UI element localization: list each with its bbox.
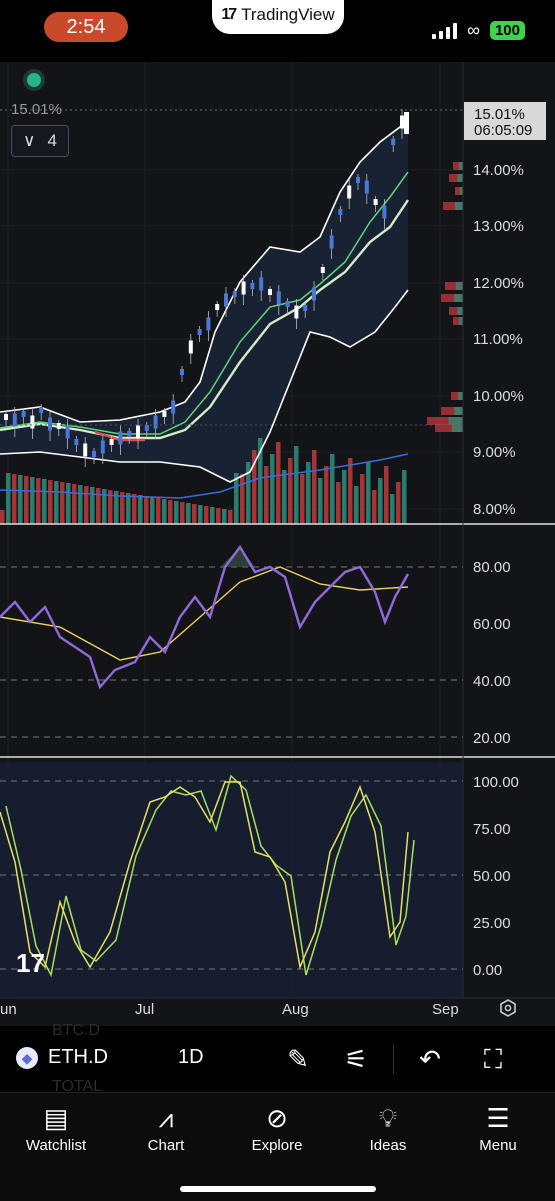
stoch-panel-band [0, 762, 463, 998]
time-axis-label: Sep [432, 1001, 459, 1018]
drawing-tool-icon[interactable]: ✎ [287, 1044, 309, 1074]
timeframe-selector[interactable]: 1D [178, 1046, 204, 1068]
chart-icon: ⩘ [158, 1103, 174, 1133]
fullscreen-icon[interactable]: ⛶ [483, 1044, 503, 1074]
price-tag [464, 102, 546, 140]
stepper-value: 4 [47, 131, 57, 150]
rsi-axis-label: 20.00 [473, 730, 511, 747]
time-axis-label: Jul [135, 1001, 154, 1018]
toolbar-divider [393, 1044, 394, 1074]
last-price-label: 15.01% [11, 101, 62, 118]
volume-profile [427, 162, 463, 432]
rsi-signal-line [0, 566, 409, 661]
stoch-axis-label: 25.00 [473, 915, 511, 932]
ticker-toolbar: BTC.D TOTAL ◆ ETH.D 1D ✎ ⚟ ↶ ⛶ [0, 1022, 555, 1095]
compass-icon: ⊘ [266, 1103, 288, 1133]
lightbulb-icon: 💡︎ [378, 1103, 398, 1133]
price-axis-label: 14.00% [473, 162, 524, 179]
price-axis-label: 10.00% [473, 388, 524, 405]
cellular-signal-icon [432, 22, 458, 39]
price-tag-value: 15.01% [474, 106, 525, 123]
ma-slow-line [0, 199, 409, 440]
price-axis-label: 9.00% [473, 444, 516, 461]
tradingview-logo-icon: 17 [221, 6, 237, 23]
chart-settings-icon[interactable] [500, 999, 516, 1017]
chevron-down-icon: ∨ [23, 131, 36, 150]
stoch-axis-label: 50.00 [473, 868, 511, 885]
ma-fast-line [0, 171, 409, 435]
rsi-axis-label: 80.00 [473, 559, 511, 576]
price-axis-label: 13.00% [473, 218, 524, 235]
indicator-collapse-stepper[interactable]: ∨ 4 [11, 125, 69, 157]
nav-label: Menu [479, 1137, 517, 1154]
stoch-k-line [0, 781, 409, 970]
bottom-navigation: ▤ Watchlist ⩘ Chart ⊘ Explore 💡︎ Ideas ☰… [0, 1092, 555, 1201]
time-axis-label: Aug [282, 1001, 309, 1018]
link-icon: ∞ [467, 20, 480, 40]
stoch-axis-label: 100.00 [473, 774, 519, 791]
volume-bars [0, 438, 407, 524]
battery-indicator: 100 [489, 21, 525, 40]
menu-icon: ☰ [486, 1103, 510, 1133]
rsi-axis-label: 60.00 [473, 616, 511, 633]
stoch-d-line [5, 774, 415, 978]
indicators-icon[interactable]: ⚟ [344, 1044, 368, 1074]
bollinger-band-fill [0, 117, 408, 482]
undo-icon[interactable]: ↶ [419, 1044, 441, 1074]
clock: 2:54 [44, 12, 128, 42]
nav-label: Chart [147, 1137, 185, 1154]
price-axis-label: 11.00% [473, 331, 523, 348]
symbol-name: ETH.D [48, 1046, 108, 1068]
stoch-axis-label: 0.00 [473, 962, 502, 979]
nav-menu[interactable]: ☰ Menu [448, 1101, 548, 1154]
system-icons: ∞ 100 [432, 20, 525, 41]
ethereum-icon: ◆ [16, 1046, 38, 1069]
symbol-selector[interactable]: ◆ ETH.D [16, 1046, 108, 1069]
nav-label: Explore [251, 1137, 303, 1154]
candlesticks [4, 109, 409, 467]
ghost-symbol-below: TOTAL [52, 1078, 103, 1095]
nav-ideas[interactable]: 💡︎ Ideas [338, 1101, 438, 1154]
ghost-symbol-above: BTC.D [52, 1022, 100, 1039]
stoch-axis-label: 75.00 [473, 821, 511, 838]
price-tag-countdown: 06:05:09 [474, 122, 532, 139]
tradingview-watermark-icon: 17 [16, 948, 45, 978]
market-status-icon[interactable] [27, 73, 41, 87]
price-axis-label: 12.00% [473, 275, 524, 292]
app-indicator[interactable]: 17 TradingView [212, 0, 344, 34]
nav-label: Watchlist [25, 1137, 87, 1154]
bollinger-lower-line [0, 289, 409, 483]
rsi-line [0, 544, 410, 690]
nav-watchlist[interactable]: ▤ Watchlist [6, 1101, 106, 1154]
chart-area[interactable]: 15.01% 06:05:09 15.01% 14.00% 13.00% 12.… [0, 62, 555, 1026]
chart-canvas[interactable]: 15.01% 06:05:09 15.01% 14.00% 13.00% 12.… [0, 62, 555, 1026]
nav-chart[interactable]: ⩘ Chart [116, 1101, 216, 1154]
status-bar: 2:54 17 TradingView ∞ 100 [0, 0, 555, 62]
rsi-axis-label: 40.00 [473, 673, 511, 690]
home-indicator [180, 1186, 376, 1192]
watchlist-icon: ▤ [43, 1103, 69, 1133]
time-axis-label: un [0, 1001, 17, 1018]
nav-explore[interactable]: ⊘ Explore [227, 1101, 327, 1154]
volume-ma-line [0, 453, 409, 499]
price-axis-label: 8.00% [473, 501, 516, 518]
app-name: TradingView [241, 5, 335, 24]
nav-label: Ideas [369, 1137, 407, 1154]
bollinger-upper-line [0, 116, 409, 423]
